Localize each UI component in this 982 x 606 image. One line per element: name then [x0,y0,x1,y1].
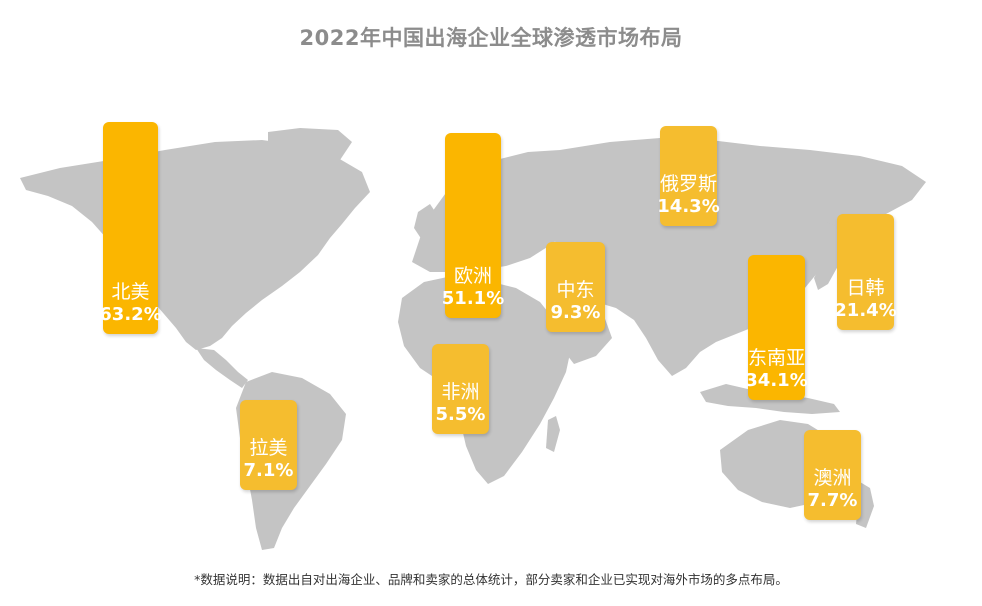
asia-landmass [552,138,926,376]
greenland-landmass [268,128,352,178]
region-label: 日韩 [846,277,885,299]
region-percent: 5.5% [435,404,486,425]
region-bar: 俄罗斯 14.3% [657,126,720,226]
region-label: 非洲 [441,381,480,403]
region-percent: 7.7% [807,490,858,511]
footnote: *数据说明：数据出自对出海企业、品牌和卖家的总体统计，部分卖家和企业已实现对海外… [194,572,788,587]
region-percent: 9.3% [550,302,601,323]
region-percent: 34.1% [745,370,808,391]
region-percent: 21.4% [834,300,897,321]
region-label: 东南亚 [748,347,806,369]
central-america-landmass [196,348,248,388]
region-bar: 北美 63.2% [99,122,162,334]
region-percent: 7.1% [243,460,294,481]
japan-landmass [814,222,842,290]
region-bar: 欧洲 51.1% [441,133,505,318]
region-label: 中东 [556,279,595,301]
region-percent: 51.1% [441,288,505,309]
region-label: 北美 [111,281,150,303]
region-bar: 中东 9.3% [546,242,605,332]
region-label: 拉美 [249,437,288,459]
region-percent: 63.2% [99,304,162,325]
region-bar: 澳洲 7.7% [804,430,861,520]
madagascar-landmass [546,416,560,452]
region-percent: 14.3% [657,196,720,217]
region-bar: 日韩 21.4% [834,214,897,330]
region-label: 澳洲 [813,467,852,489]
region-bar: 拉美 7.1% [240,400,297,490]
chart-title: 2022年中国出海企业全球渗透市场布局 [299,26,683,50]
region-label: 俄罗斯 [660,173,718,195]
uk-landmass [414,204,438,240]
region-bar: 非洲 5.5% [432,344,489,434]
region-bar: 东南亚 34.1% [745,255,808,400]
region-label: 欧洲 [453,265,492,287]
